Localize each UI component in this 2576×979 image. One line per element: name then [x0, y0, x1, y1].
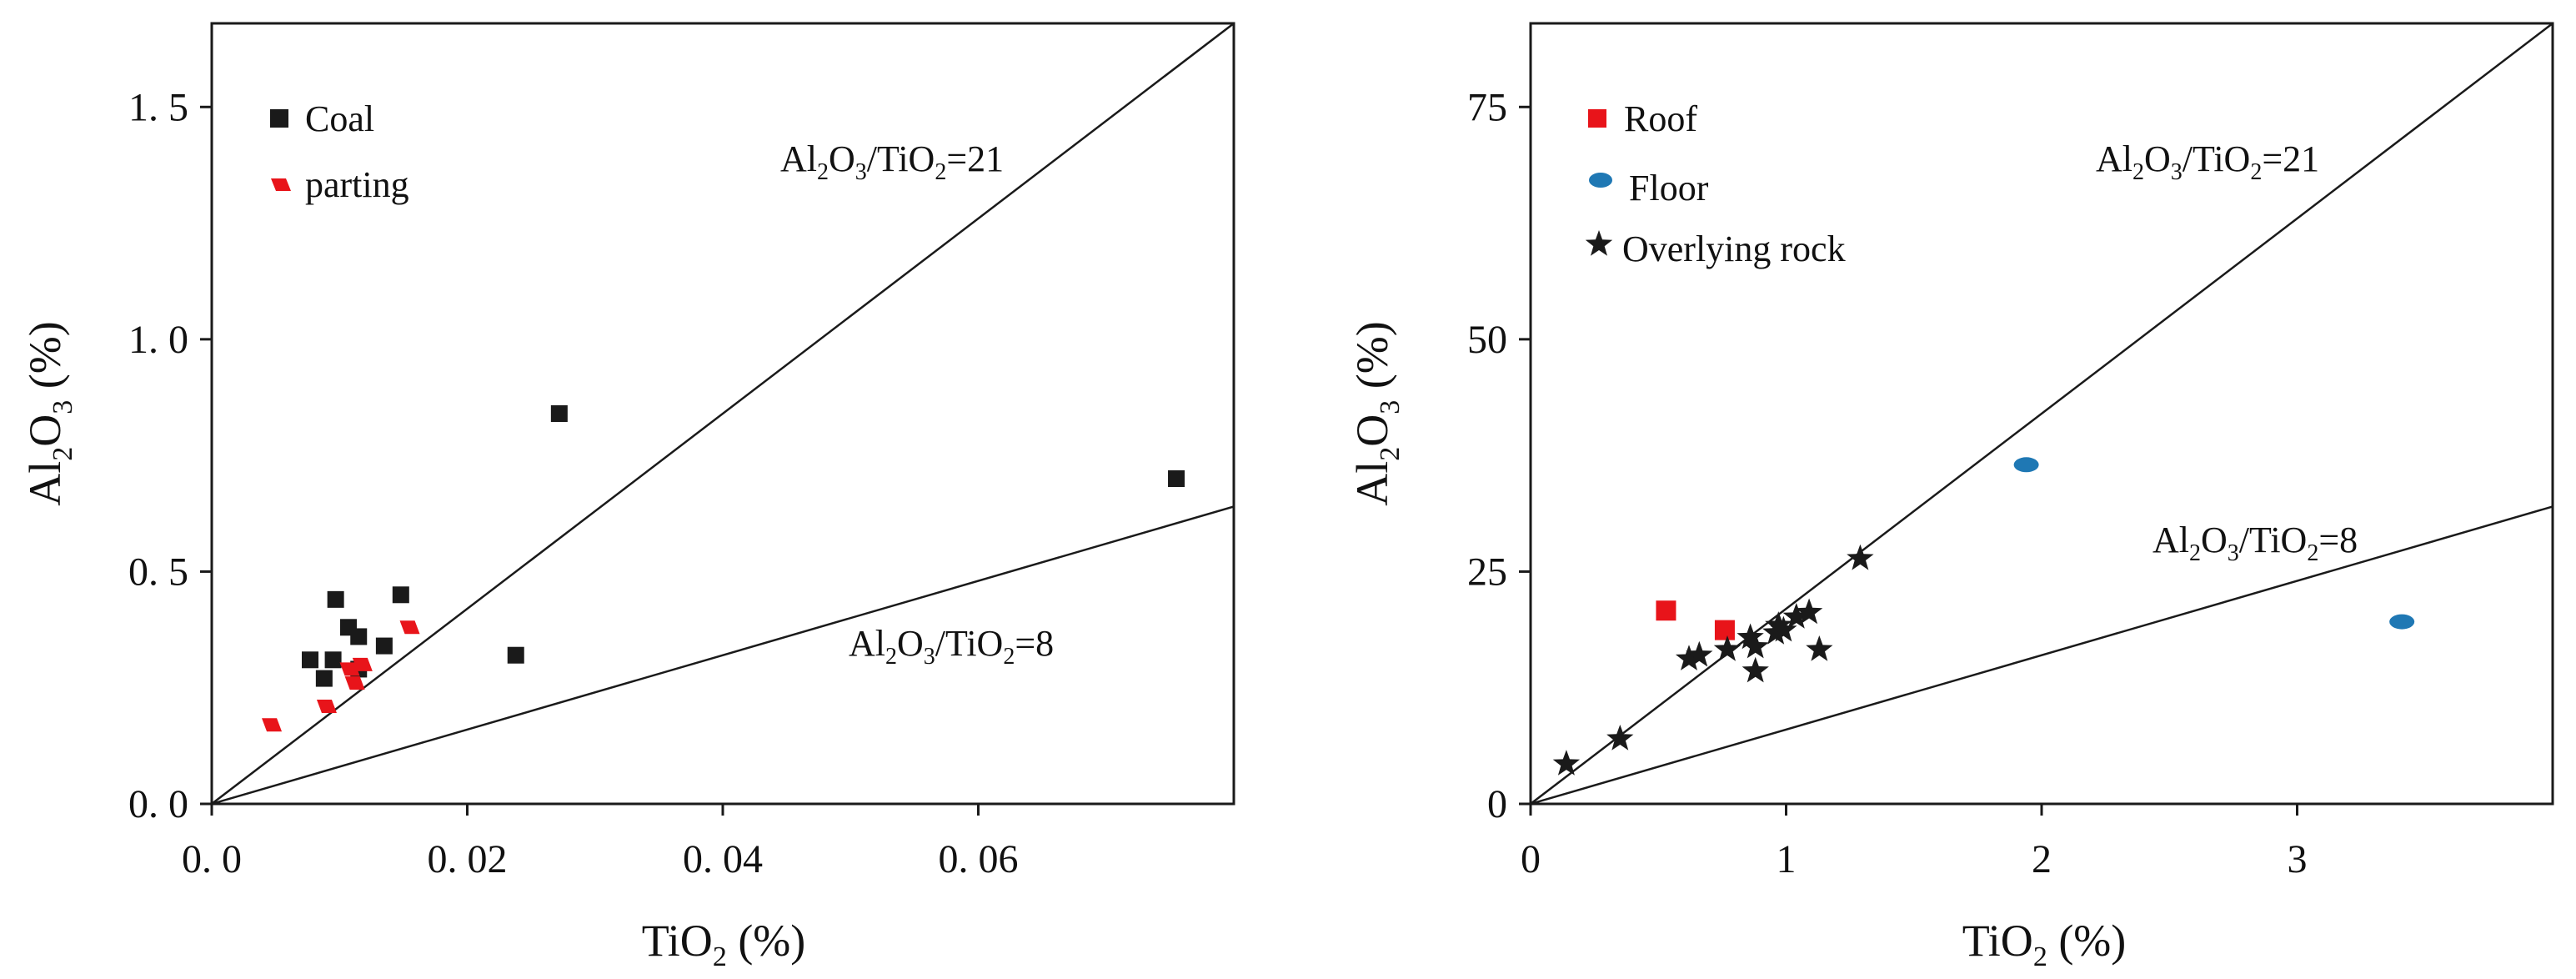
point-parting [262, 718, 283, 732]
legend: Coal parting [270, 98, 409, 205]
legend-label-roof: Roof [1624, 98, 1697, 139]
y-tick-label: 50 [1467, 318, 1507, 362]
data-points [262, 405, 1185, 732]
point-floor [2389, 614, 2415, 630]
point-overlying-rock [1770, 615, 1797, 642]
y-tick-label: 75 [1467, 85, 1507, 129]
y-tick-label: 0 [1487, 782, 1507, 826]
x-axis-label: TiO2 (%) [1962, 916, 2127, 972]
point-roof [1656, 600, 1676, 621]
reference-lines [1531, 23, 2553, 804]
point-floor [2013, 457, 2039, 473]
point-parting [399, 620, 420, 635]
axis-ticks: 0. 0 0. 02 0. 04 0. 06 0. 0 0. 5 1. 0 1. 5 [128, 85, 1019, 881]
ref-label-8: Al2O3/TiO2=8 [849, 623, 1054, 670]
point-parting [339, 662, 360, 676]
point-overlying-rock [1806, 635, 1833, 661]
ref-label-21: Al2O3/TiO2=21 [2096, 138, 2319, 185]
point-overlying-rock [1686, 640, 1713, 667]
point-parting [352, 657, 373, 671]
x-axis-label: TiO2 (%) [642, 916, 806, 972]
point-overlying-rock [1742, 656, 1769, 683]
y-tick-label: 0. 5 [128, 550, 188, 594]
point-coal [327, 590, 344, 608]
point-overlying-rock [1737, 623, 1764, 650]
point-coal [350, 628, 368, 645]
ref-label-8: Al2O3/TiO2=8 [2153, 520, 2358, 566]
point-overlying-rock [1782, 603, 1810, 629]
y-axis-label: Al2O3 (%) [1347, 321, 1406, 505]
legend-label-parting: parting [305, 164, 409, 205]
x-tick-label: 0 [1521, 837, 1541, 881]
point-coal [392, 586, 409, 604]
point-coal [550, 405, 568, 422]
x-tick-label: 0. 06 [939, 837, 1019, 881]
point-coal [507, 646, 524, 664]
point-coal [315, 670, 333, 687]
point-parting [316, 700, 337, 713]
reference-line-21 [1531, 23, 2553, 804]
y-tick-label: 25 [1467, 550, 1507, 594]
reference-line-8 [1531, 505, 2553, 804]
x-tick-label: 0. 0 [182, 837, 242, 881]
x-tick-label: 3 [2288, 837, 2308, 881]
reference-line-21 [212, 23, 1234, 804]
legend: Roof Floor Overlying rock [1585, 98, 1846, 269]
reference-line-8 [212, 505, 1234, 804]
legend-marker-floor [1589, 173, 1612, 188]
y-tick-label: 1. 0 [128, 318, 188, 362]
x-tick-label: 0. 04 [683, 837, 763, 881]
point-roof [1714, 620, 1735, 640]
point-overlying-rock [1606, 725, 1634, 751]
point-overlying-rock [1742, 632, 1769, 659]
point-coal [1168, 470, 1185, 487]
legend-marker-parting [271, 178, 291, 191]
y-tick-label: 0. 0 [128, 782, 188, 826]
point-overlying-rock [1795, 598, 1823, 625]
point-overlying-rock [1675, 645, 1703, 670]
axis-ticks: 0 1 2 3 0 25 50 75 [1467, 85, 2308, 881]
legend-marker-coal [270, 109, 288, 128]
point-coal [324, 651, 342, 669]
legend-label-floor: Floor [1629, 168, 1709, 208]
legend-marker-rock [1585, 230, 1613, 256]
point-overlying-rock [1765, 611, 1792, 637]
legend-label-rock: Overlying rock [1622, 228, 1846, 269]
reference-lines [212, 23, 1234, 804]
chart-coal-parting: 0. 0 0. 02 0. 04 0. 06 0. 0 0. 5 1. 0 1. 5 Al2O… [20, 22, 1235, 972]
point-overlying-rock [1552, 750, 1581, 776]
point-parting [344, 676, 365, 690]
x-tick-label: 2 [2032, 837, 2052, 881]
y-tick-label: 1. 5 [128, 85, 188, 129]
legend-marker-roof [1588, 109, 1606, 128]
point-coal [375, 637, 393, 655]
y-axis-label: Al2O3 (%) [20, 321, 78, 505]
point-coal [302, 651, 319, 669]
data-points [1552, 457, 2415, 776]
x-tick-label: 1 [1777, 837, 1797, 881]
chart-roof-floor-rock: 0 1 2 3 0 25 50 75 Al2O3 (%) TiO2 (%) Al2O3/TiO… [1347, 22, 2554, 972]
point-overlying-rock [1847, 544, 1874, 570]
ref-label-21: Al2O3/TiO2=21 [780, 138, 1004, 185]
x-tick-label: 0. 02 [428, 837, 508, 881]
legend-label-coal: Coal [305, 98, 374, 139]
point-overlying-rock [1713, 635, 1742, 661]
